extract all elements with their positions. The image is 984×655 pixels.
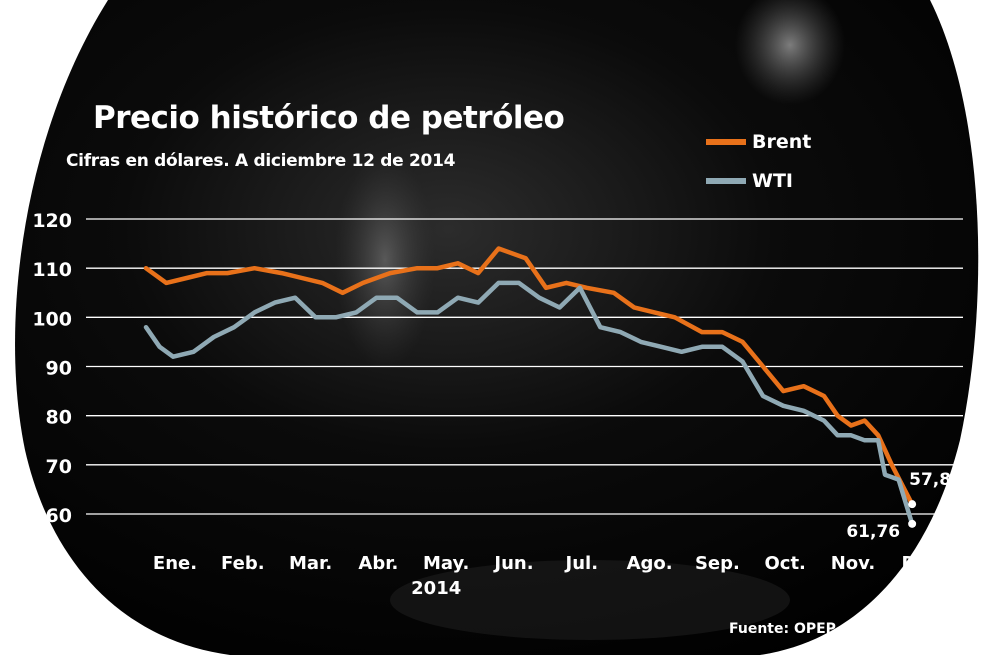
- x-tick-label: Jul.: [564, 553, 599, 574]
- y-tick-label: 110: [32, 259, 72, 281]
- y-tick-label: 90: [46, 358, 72, 380]
- legend-wti-swatch: [706, 178, 746, 184]
- brent-end-marker: [908, 500, 917, 509]
- x-tick-label: Nov.: [831, 553, 876, 574]
- chart-title: Precio histórico de petróleo: [93, 100, 565, 136]
- series-line-wti: [143, 280, 915, 527]
- source-note: Fuente: OPEP: [729, 621, 836, 637]
- x-tick-label: Jun.: [492, 553, 533, 574]
- x-tick-label: Ene.: [153, 553, 197, 574]
- x-tick-label: Mar.: [289, 553, 332, 574]
- y-tick-label: 100: [32, 308, 72, 330]
- x-tick-label: May.: [423, 553, 469, 574]
- brent-end-label: 57,81: [909, 470, 963, 490]
- x-tick-label: Oct.: [764, 553, 805, 574]
- x-tick-label: Feb.: [221, 553, 265, 574]
- x-tick-label: Sep.: [695, 553, 740, 574]
- legend-wti-label: WTI: [752, 170, 793, 192]
- y-tick-label: 80: [46, 407, 72, 429]
- legend-brent-label: Brent: [752, 131, 812, 153]
- legend-wti: WTI: [706, 170, 793, 192]
- wti-end-marker: [908, 519, 917, 528]
- y-tick-label: 70: [46, 456, 72, 478]
- x-year-label: 2014: [411, 578, 461, 599]
- y-tick-label: 60: [46, 505, 72, 527]
- x-tick-label: Abr.: [358, 553, 398, 574]
- y-tick-label: 120: [32, 210, 72, 232]
- chart-subtitle: Cifras en dólares. A diciembre 12 de 201…: [66, 151, 456, 171]
- legend-brent-swatch: [706, 139, 746, 145]
- wti-end-label: 61,76: [846, 522, 900, 542]
- x-tick-label: Ago.: [627, 553, 673, 574]
- series-line-brent: [143, 246, 915, 507]
- legend-brent: Brent: [706, 131, 811, 153]
- x-tick-label: Dic.: [901, 553, 940, 574]
